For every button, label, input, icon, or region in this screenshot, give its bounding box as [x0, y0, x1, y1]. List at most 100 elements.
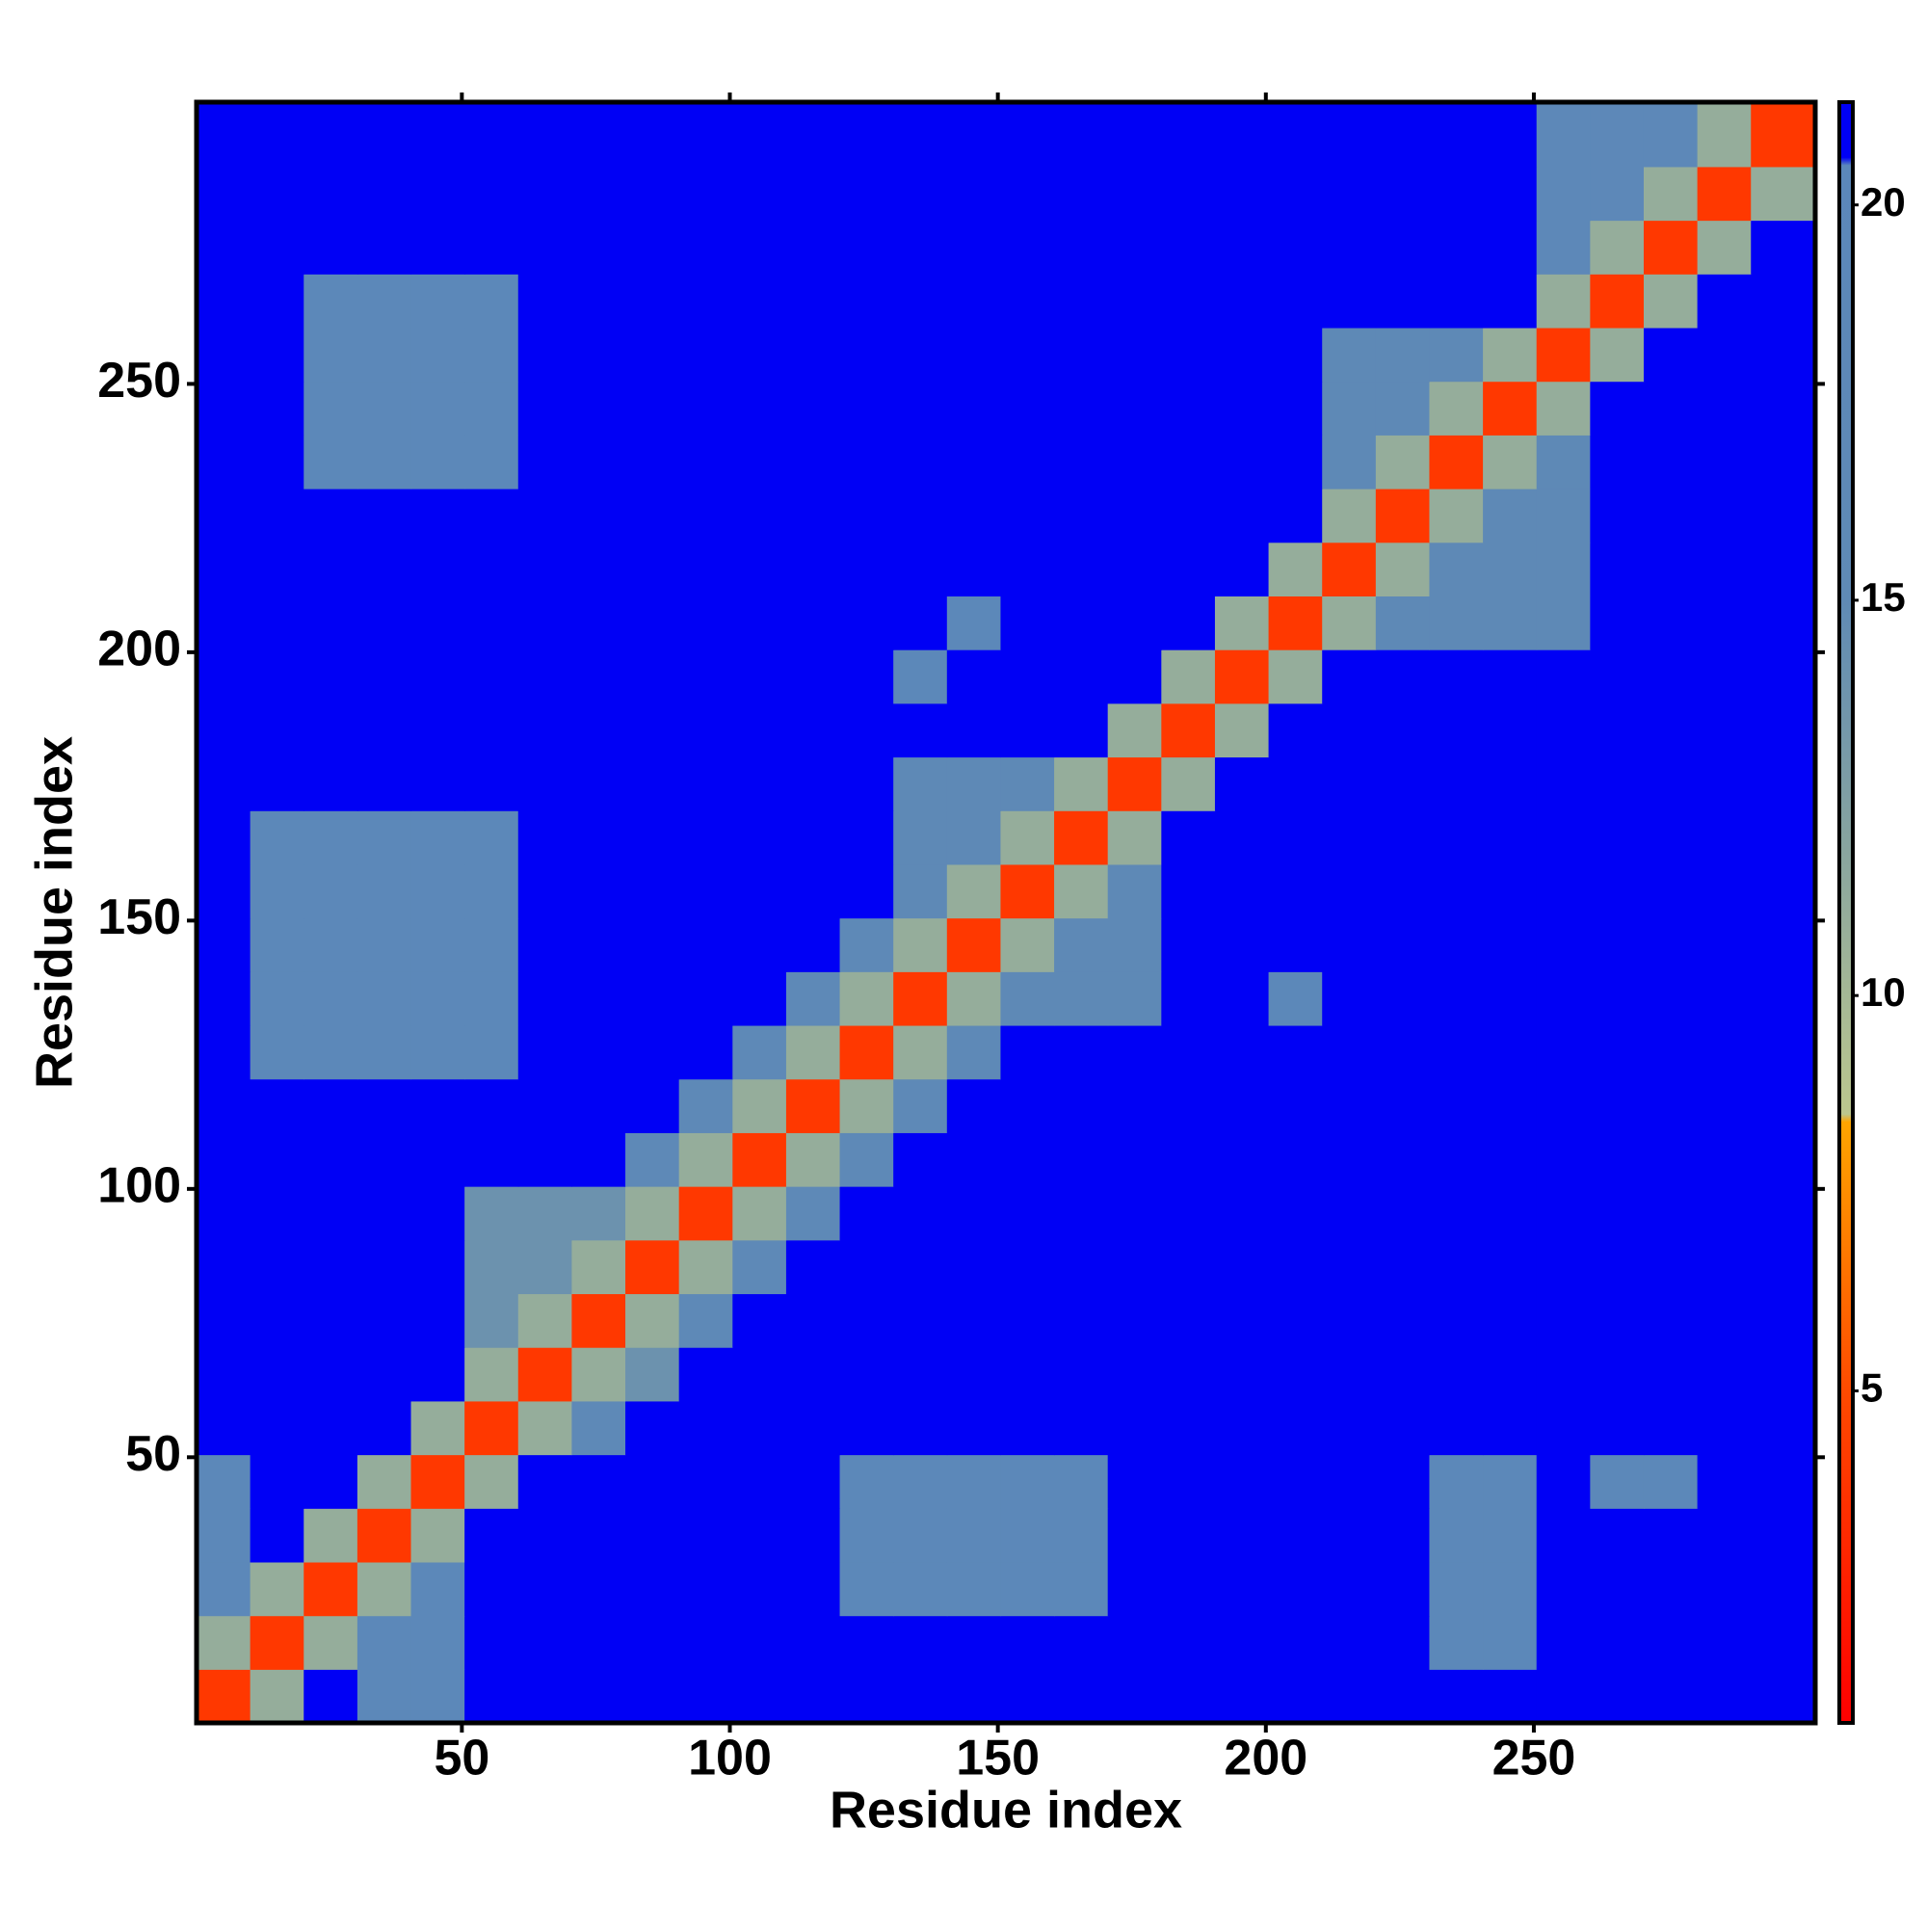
heatmap-cell — [250, 1508, 304, 1563]
heatmap-cell — [1751, 1400, 1816, 1456]
heatmap-cell — [678, 702, 733, 758]
heatmap-cell — [1643, 971, 1699, 1026]
heatmap-cell — [1322, 1293, 1377, 1348]
heatmap-cell — [1643, 649, 1699, 704]
heatmap-cell — [571, 595, 626, 650]
heatmap-cell — [250, 542, 304, 596]
heatmap-cell — [1697, 1669, 1752, 1724]
heatmap-cell — [197, 381, 251, 436]
heatmap-cell — [356, 971, 412, 1026]
heatmap-cell — [304, 274, 358, 329]
heatmap-cell — [1214, 1186, 1270, 1241]
heatmap-cell — [1375, 971, 1431, 1026]
heatmap-cell — [356, 1454, 412, 1509]
heatmap-cell — [1054, 1239, 1109, 1295]
heatmap-cell — [1590, 1078, 1645, 1133]
heatmap-cell — [197, 1132, 251, 1187]
heatmap-cell — [1107, 649, 1162, 704]
heatmap-cell — [1751, 1024, 1816, 1080]
heatmap-cell — [732, 435, 787, 490]
x-axis-title: Residue index — [830, 1781, 1182, 1839]
heatmap-cell — [1161, 1615, 1216, 1670]
heatmap-cell — [1000, 274, 1055, 329]
heatmap-cell — [893, 756, 948, 811]
heatmap-cell — [250, 595, 304, 650]
heatmap-cell — [1483, 649, 1538, 704]
heatmap-cell — [304, 1400, 358, 1456]
heatmap-cell — [1000, 810, 1055, 865]
heatmap-cell — [1536, 1400, 1591, 1456]
colorbar — [1837, 100, 1855, 1725]
heatmap-cell — [1751, 810, 1816, 865]
heatmap-cell — [464, 381, 519, 436]
heatmap-cell — [785, 166, 841, 222]
heatmap-cell — [1107, 1347, 1162, 1402]
heatmap-cell — [785, 435, 841, 490]
heatmap-cell — [1000, 1561, 1055, 1617]
heatmap-cell — [1751, 1293, 1816, 1348]
heatmap-cell — [1054, 917, 1109, 972]
heatmap-cell — [571, 1239, 626, 1295]
heatmap-cell — [571, 1669, 626, 1724]
heatmap-cell — [1697, 489, 1752, 543]
heatmap-cell — [517, 756, 573, 811]
heatmap-cell — [197, 595, 251, 650]
heatmap-cell — [1375, 166, 1431, 222]
heatmap-cell — [1000, 1024, 1055, 1080]
heatmap-cell — [1536, 1508, 1591, 1563]
heatmap-cell — [1590, 1239, 1645, 1295]
heatmap-cell — [1268, 702, 1323, 758]
heatmap-cell — [356, 435, 412, 490]
heatmap-cell — [250, 1400, 304, 1456]
heatmap-cell — [839, 1615, 894, 1670]
heatmap-cell — [1214, 1615, 1270, 1670]
heatmap-cell — [1268, 1347, 1323, 1402]
heatmap-cell — [1643, 102, 1699, 168]
heatmap-cell — [1322, 435, 1377, 490]
heatmap-cell — [1429, 1669, 1484, 1724]
heatmap-cell — [1322, 971, 1377, 1026]
heatmap-cell — [785, 917, 841, 972]
heatmap-cell — [1375, 1239, 1431, 1295]
heatmap-cell — [1643, 542, 1699, 596]
heatmap-cell — [410, 1186, 465, 1241]
heatmap-cell — [1214, 1400, 1270, 1456]
heatmap-cell — [625, 649, 680, 704]
heatmap-cell — [1268, 917, 1323, 972]
heatmap-cell — [1536, 1186, 1591, 1241]
heatmap-cell — [1322, 166, 1377, 222]
heatmap-cell — [1429, 1561, 1484, 1617]
heatmap-cell — [571, 1508, 626, 1563]
heatmap-cell — [946, 274, 1002, 329]
heatmap-cell — [1429, 489, 1484, 543]
heatmap-cell — [410, 917, 465, 972]
heatmap-cell — [1161, 220, 1216, 275]
heatmap-cell — [1000, 971, 1055, 1026]
heatmap-cell — [464, 1400, 519, 1456]
heatmap-cell — [1536, 1293, 1591, 1348]
heatmap-cell — [1107, 435, 1162, 490]
heatmap-cell — [517, 1186, 573, 1241]
heatmap-cell — [946, 863, 1002, 919]
heatmap-cell — [1375, 274, 1431, 329]
heatmap-cell — [1429, 1132, 1484, 1187]
heatmap-cell — [1322, 1454, 1377, 1509]
heatmap-cell — [250, 810, 304, 865]
heatmap-cell — [1214, 756, 1270, 811]
heatmap-cell — [410, 435, 465, 490]
heatmap-cell — [893, 810, 948, 865]
heatmap-cell — [1536, 1561, 1591, 1617]
heatmap-cell — [1214, 971, 1270, 1026]
heatmap-cell — [893, 1293, 948, 1348]
heatmap-cell — [571, 1400, 626, 1456]
heatmap-cell — [410, 1561, 465, 1617]
heatmap-cell — [1268, 756, 1323, 811]
heatmap-cell — [1643, 1078, 1699, 1133]
heatmap-cell — [839, 1400, 894, 1456]
heatmap-cell — [1054, 1293, 1109, 1348]
heatmap-cell — [625, 1669, 680, 1724]
heatmap-cell — [1483, 863, 1538, 919]
heatmap-cell — [464, 1508, 519, 1563]
heatmap-cell — [1751, 435, 1816, 490]
heatmap-cell — [1322, 1508, 1377, 1563]
